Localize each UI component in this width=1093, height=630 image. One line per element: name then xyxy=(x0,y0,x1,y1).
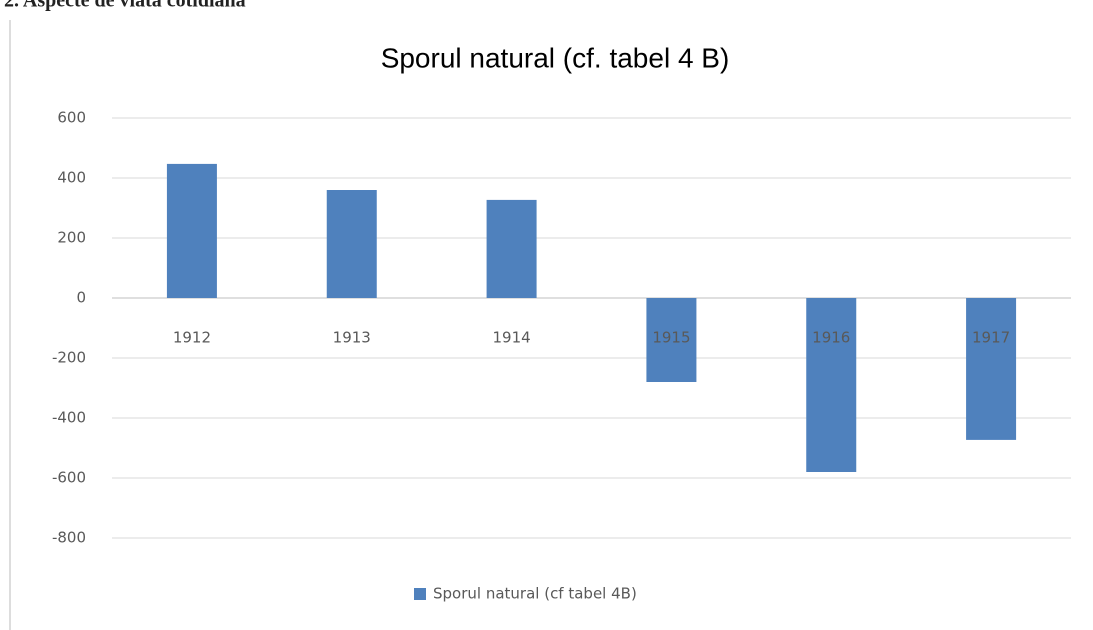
y-tick-label: 0 xyxy=(76,289,86,307)
bar xyxy=(646,298,697,382)
y-tick-label: -200 xyxy=(52,349,86,367)
legend-swatch xyxy=(414,588,426,600)
x-tick-label: 1916 xyxy=(812,329,850,347)
bar xyxy=(966,298,1017,440)
chart-title: Sporul natural (cf. tabel 4 B) xyxy=(381,42,730,73)
bar xyxy=(486,199,537,298)
x-tick-label: 1915 xyxy=(652,329,690,347)
y-tick-label: -400 xyxy=(52,409,86,427)
y-tick-label: 200 xyxy=(57,229,86,247)
y-tick-label: -600 xyxy=(52,469,86,487)
bar xyxy=(166,163,217,298)
y-tick-label: -800 xyxy=(52,529,86,547)
bar xyxy=(806,298,857,472)
x-tick-label: 1914 xyxy=(492,329,530,347)
section-heading: 2. Aspecte de viata cotidiana xyxy=(4,0,246,12)
x-tick-label: 1917 xyxy=(972,329,1010,347)
x-tick-label: 1913 xyxy=(333,329,371,347)
legend-label: Sporul natural (cf tabel 4B) xyxy=(433,585,637,603)
x-tick-label: 1912 xyxy=(173,329,211,347)
bar xyxy=(326,190,377,298)
y-tick-label: 400 xyxy=(57,169,86,187)
y-tick-label: 600 xyxy=(57,109,86,127)
